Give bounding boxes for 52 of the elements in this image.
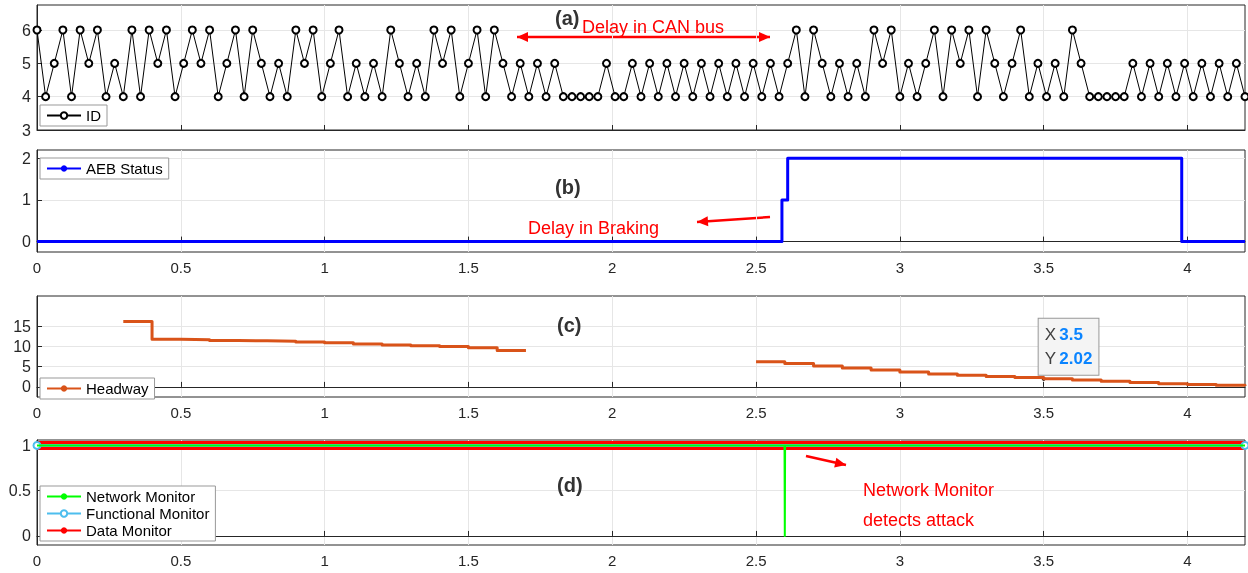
x-tick-label: 1.5 [458,552,479,569]
x-tick-label: 4 [1183,259,1192,276]
y-tick-label: 5 [22,54,32,72]
y-tick-label: 0 [22,527,32,545]
annotation: (a) [555,7,580,29]
x-tick-label: 2 [608,552,617,569]
x-tick-label: 1 [320,552,329,569]
y-tick-label: 1 [22,436,32,454]
y-tick-label: 5 [22,358,32,376]
legend-label: Headway [86,380,150,397]
annotation: (c) [557,314,582,336]
x-tick-label: 4 [1183,552,1192,569]
x-tick-label: 3.5 [1033,552,1055,569]
y-tick-label: 0 [22,378,32,396]
y-tick-label: 3 [22,121,32,139]
x-tick-label: 1 [320,404,329,421]
x-tick-label: 1.5 [458,259,479,276]
x-tick-label: 2.5 [745,404,767,421]
x-tick-label: 3 [895,404,905,421]
annotation: Delay in Braking [528,218,660,238]
x-tick-label: 0.5 [170,552,192,569]
x-tick-label: 4 [1183,404,1192,421]
y-tick-label: 0.5 [8,482,32,500]
y-tick-label: 15 [13,317,32,335]
y-tick-label: 1 [22,191,32,209]
y-tick-label: 10 [13,338,32,355]
y-tick-label: 0 [22,233,32,251]
legend-label: Functional Monitor [86,505,210,522]
legend-label: AEB Status [86,160,163,177]
x-tick-label: 1.5 [458,404,479,421]
annotation: Delay in CAN bus [582,17,725,37]
annotation: Network Monitor detects attack [863,480,995,530]
x-tick-label: 3 [895,552,905,569]
y-tick-label: 4 [22,88,32,106]
x-tick-label: 2.5 [745,259,767,276]
x-tick-label: 0.5 [170,404,192,421]
x-tick-label: 2.5 [745,552,767,569]
annotation: X 3.5 Y 2.02 [1044,325,1093,369]
y-tick-label: 2 [22,149,32,167]
legend-label: Network Monitor [86,488,196,505]
x-tick-label: 1 [320,259,329,276]
x-tick-label: 3.5 [1033,259,1055,276]
x-tick-label: 2 [608,404,617,421]
legend-label: Data Monitor [86,522,172,539]
x-tick-label: 0.5 [170,259,192,276]
annotation: (b) [555,176,581,198]
y-tick-label: 6 [22,21,32,39]
annotation: (d) [557,474,583,496]
x-tick-label: 3.5 [1033,404,1055,421]
x-tick-label: 3 [895,259,905,276]
x-tick-label: 2 [608,259,617,276]
legend-label: ID [86,107,102,124]
